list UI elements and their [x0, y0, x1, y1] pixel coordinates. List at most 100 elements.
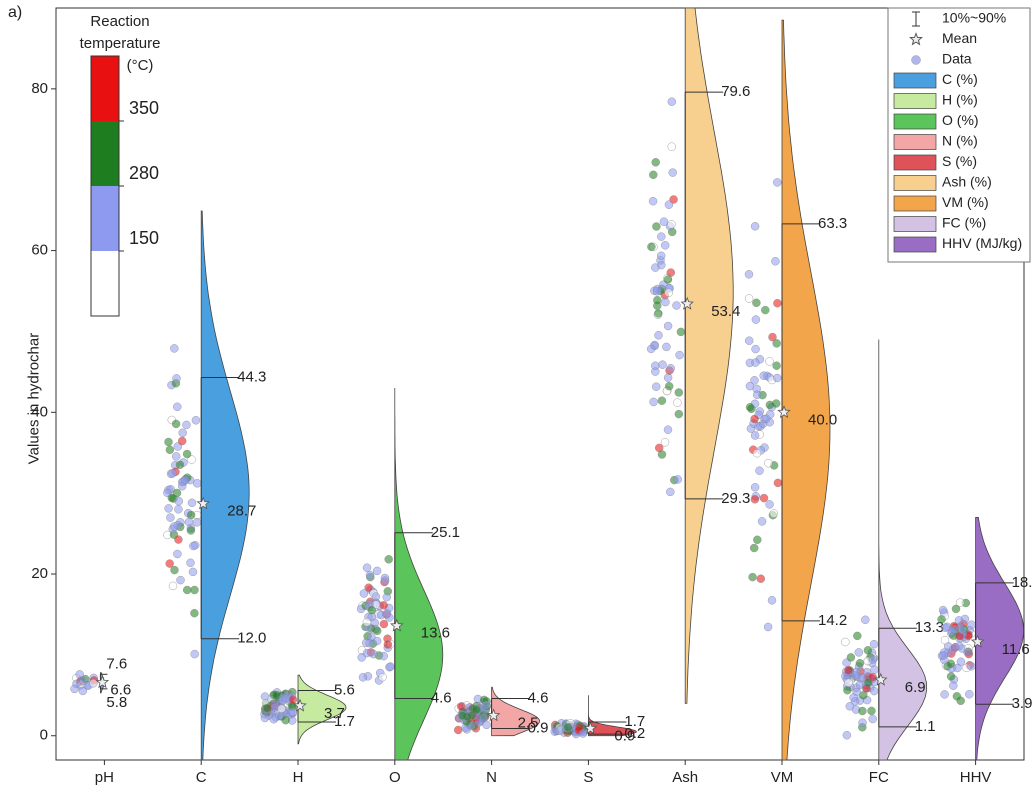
colorbar-label: 150: [129, 228, 159, 248]
legend-star-symbol: [909, 32, 923, 46]
data-point: [166, 513, 175, 522]
mean-star: [196, 496, 210, 510]
data-point: [663, 321, 673, 331]
data-point: [940, 635, 950, 645]
plot-frame: [55, 7, 1025, 761]
data-point: [657, 450, 667, 459]
data-point: [750, 414, 759, 424]
data-point: [260, 713, 270, 723]
data-point: [664, 288, 673, 297]
data-point: [858, 718, 867, 727]
mean-label: 40.0: [808, 411, 837, 428]
data-point: [378, 673, 387, 682]
mean-star: [486, 708, 501, 722]
x-tick-label: Ash: [672, 769, 698, 786]
p10-label: 0.2: [624, 725, 645, 742]
data-point: [472, 705, 481, 715]
data-point: [750, 431, 760, 440]
data-point: [762, 414, 771, 423]
p90-label: 13.3: [915, 619, 944, 636]
data-point: [379, 619, 389, 629]
legend-swatch: [893, 216, 937, 232]
colorbar-label: 280: [129, 163, 159, 183]
x-tick-label: H: [293, 769, 304, 786]
violin-group-h: 5.6 3.71.7: [260, 674, 355, 745]
data-point: [751, 358, 760, 367]
data-point: [651, 158, 660, 167]
data-point: [846, 653, 856, 662]
data-point: [946, 672, 956, 681]
legend-label: S (%): [942, 153, 977, 169]
legend-label: Mean: [942, 30, 977, 46]
data-point: [843, 686, 852, 695]
legend-swatch: [893, 195, 937, 212]
data-point: [773, 299, 782, 308]
mean-star: [777, 405, 791, 419]
legend-label: Data: [942, 51, 972, 67]
data-point: [654, 309, 663, 318]
mean-star: [95, 675, 110, 689]
data-point: [367, 605, 376, 615]
data-point: [963, 648, 972, 657]
data-point: [753, 535, 762, 544]
data-point: [674, 409, 683, 419]
data-point: [759, 371, 768, 380]
data-point: [651, 367, 660, 376]
data-point: [764, 459, 773, 468]
data-point: [372, 566, 382, 576]
p10-label: 29.3: [721, 490, 750, 507]
data-point: [844, 678, 853, 687]
data-point: [859, 691, 868, 700]
data-point: [773, 373, 782, 383]
mean-star: [583, 721, 598, 735]
legend-label: 10%~90%: [942, 10, 1006, 26]
data-point: [382, 609, 392, 618]
data-point: [578, 729, 588, 738]
data-point: [664, 200, 674, 209]
p10-label: 12.0: [237, 630, 266, 647]
data-point: [967, 662, 976, 671]
data-point: [647, 344, 656, 354]
data-point: [842, 731, 852, 740]
data-point: [864, 678, 873, 687]
data-point: [666, 268, 675, 277]
data-point: [765, 500, 774, 509]
data-point: [867, 706, 876, 716]
data-point: [174, 505, 183, 514]
mean-star: [874, 672, 888, 686]
data-point: [192, 479, 202, 488]
violin-shape: [394, 388, 444, 761]
data-point: [362, 563, 372, 572]
data-point: [175, 460, 185, 469]
x-tick-label: VM: [771, 769, 794, 786]
data-point: [651, 263, 660, 272]
data-point: [768, 332, 777, 342]
data-point: [855, 659, 865, 668]
data-point: [649, 170, 658, 180]
data-point: [178, 428, 187, 437]
mean-label: 6.9: [905, 679, 926, 696]
legend-swatch: [893, 175, 937, 191]
mean-label: 53.4: [711, 303, 740, 320]
colorbar-segment: [91, 121, 119, 186]
mean-label: 6.6: [110, 681, 131, 698]
p10-label: 4.6: [431, 690, 452, 707]
data-point: [192, 518, 202, 527]
x-tick-label: FC: [869, 769, 889, 786]
data-point: [263, 704, 272, 713]
data-point: [362, 648, 372, 658]
data-point: [868, 673, 877, 682]
data-point: [563, 723, 573, 732]
data-point: [753, 390, 762, 399]
data-point: [171, 452, 181, 461]
data-point: [457, 702, 466, 711]
data-point: [952, 692, 962, 701]
data-point: [191, 416, 201, 425]
temperature-colorbar: Reaction temperature (°C) 350 280 150: [80, 13, 160, 317]
data-point: [673, 475, 682, 484]
data-point: [854, 648, 863, 657]
y-axis: 0 20 40 60 80: [31, 80, 56, 744]
legend-swatch: [893, 134, 937, 150]
data-point: [89, 679, 98, 688]
data-point: [862, 667, 872, 677]
